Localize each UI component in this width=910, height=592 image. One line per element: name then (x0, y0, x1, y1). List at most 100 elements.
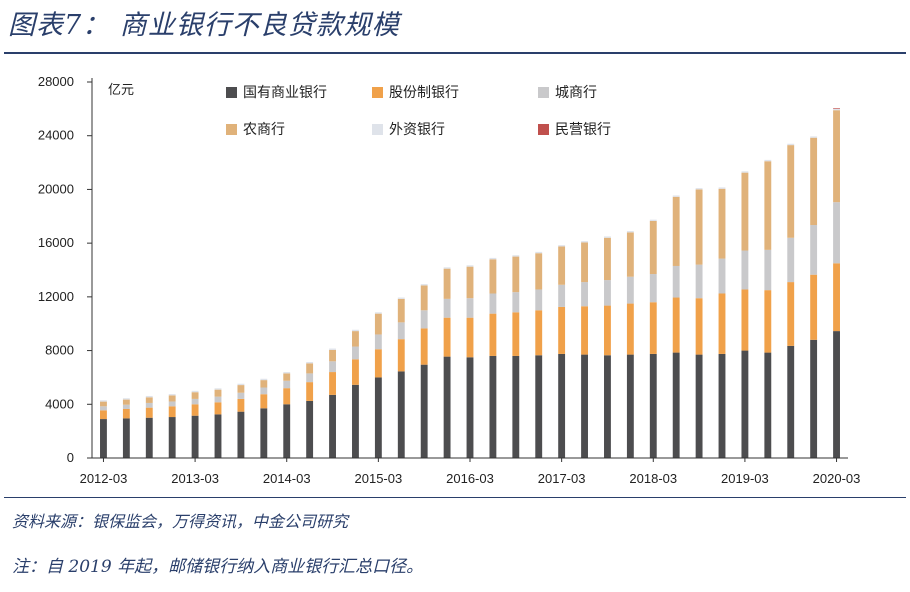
bar-segment (672, 265, 680, 298)
bar-segment (764, 249, 772, 291)
bar-segment (626, 232, 634, 277)
bar-segment (558, 245, 566, 247)
bar-segment (718, 258, 726, 294)
bar-segment (649, 219, 657, 221)
bar-segment (122, 418, 130, 458)
bar-segment (145, 397, 153, 403)
y-tick-label: 8000 (45, 343, 74, 358)
bar-segment (191, 404, 199, 416)
bar-segment (558, 246, 566, 285)
bar-segment (168, 394, 176, 396)
bar-segment (283, 380, 291, 389)
bar-segment (787, 345, 795, 458)
legend-swatch (372, 87, 383, 98)
bar-segment (374, 349, 382, 378)
bar-segment (191, 392, 199, 399)
legend-label: 民营银行 (555, 122, 611, 138)
x-tick-label: 2019-03 (721, 471, 769, 486)
bar-segment (443, 268, 451, 299)
bar-segment (443, 267, 451, 269)
bar-segment (237, 411, 245, 458)
bar-segment (489, 293, 497, 314)
bar-segment (329, 372, 336, 395)
bar-segment (145, 417, 153, 458)
legend-label: 农商行 (243, 122, 285, 138)
bar-segment (512, 355, 520, 458)
y-tick-label: 20000 (38, 181, 74, 196)
bar-segment (535, 251, 543, 254)
bar-segment (512, 292, 520, 313)
source-note: 资料来源：银保监会，万得资讯，中金公司研究 (12, 512, 349, 531)
bar-segment (833, 108, 840, 111)
bar-segment (420, 328, 428, 365)
bar-segment (168, 417, 176, 458)
bar-segment (512, 312, 520, 356)
x-tick-label: 2020-03 (813, 471, 861, 486)
bar-segment (145, 407, 153, 418)
axes-layer: 0 4000 8000 12000 16000 20000 24000 28000 亿元 2012… (38, 74, 861, 486)
bar-segment (581, 306, 588, 355)
bar-segment (604, 237, 611, 281)
y-tick-label: 4000 (45, 396, 74, 411)
bar-segment (191, 415, 199, 458)
bar-segment (810, 274, 818, 340)
chart-title: 图表7： 商业银行不良贷款规模 (8, 10, 400, 41)
legend-label: 股份制银行 (389, 85, 459, 101)
bar-segment (237, 398, 245, 412)
bar-segment (329, 394, 336, 458)
bar-segment (283, 373, 291, 381)
bar-segment (512, 256, 520, 293)
bar-segment (374, 312, 382, 314)
bar-segment (122, 399, 130, 405)
bar-segment (374, 313, 382, 335)
bar-segment (214, 389, 222, 397)
legend-swatch (226, 124, 237, 135)
bar-segment (168, 406, 176, 418)
bar-segment (420, 284, 428, 286)
bar-segment (718, 187, 726, 189)
bar-segment (581, 282, 588, 307)
bar-segment (191, 390, 199, 393)
x-tick-label: 2015-03 (355, 471, 403, 486)
bar-segment (604, 236, 611, 238)
bar-segment (283, 404, 291, 458)
bar-segment (718, 353, 726, 458)
bar-segment (764, 352, 772, 458)
bar-segment (329, 361, 336, 373)
y-tick-label: 0 (67, 450, 74, 465)
bar-segment (626, 276, 634, 304)
bar-segment (535, 289, 543, 311)
bar-segment (443, 298, 451, 318)
bar-segment (168, 401, 176, 407)
bar-segment (558, 306, 566, 354)
bar-segment (626, 354, 634, 458)
bar-segment (260, 378, 268, 381)
bar-segment (489, 355, 497, 458)
bar-segment (695, 189, 703, 265)
bar-segment (649, 220, 657, 275)
bar-segment (581, 354, 588, 458)
y-tick-label: 28000 (38, 74, 74, 89)
bar-segment (649, 353, 657, 458)
bar-segment (122, 404, 130, 409)
bar-segment (100, 419, 107, 458)
bar-segment (466, 317, 474, 358)
bar-segment (260, 380, 268, 388)
bar-segment (100, 406, 107, 411)
bar-segment (741, 250, 749, 290)
bar-segment (787, 145, 795, 238)
x-tick-label: 2014-03 (263, 471, 311, 486)
bar-segment (191, 398, 199, 405)
bar-segment (672, 297, 680, 353)
bar-segment (741, 171, 749, 173)
bar-segment (718, 293, 726, 354)
bar-segment (718, 188, 726, 259)
bar-segment (145, 395, 153, 398)
bar-segment (214, 388, 222, 390)
bar-segment (787, 143, 795, 146)
bar-segment (489, 257, 497, 260)
bar-segment (397, 371, 405, 458)
bar-segment (374, 377, 382, 458)
bar-segment (649, 302, 657, 354)
bar-segment (535, 310, 543, 356)
